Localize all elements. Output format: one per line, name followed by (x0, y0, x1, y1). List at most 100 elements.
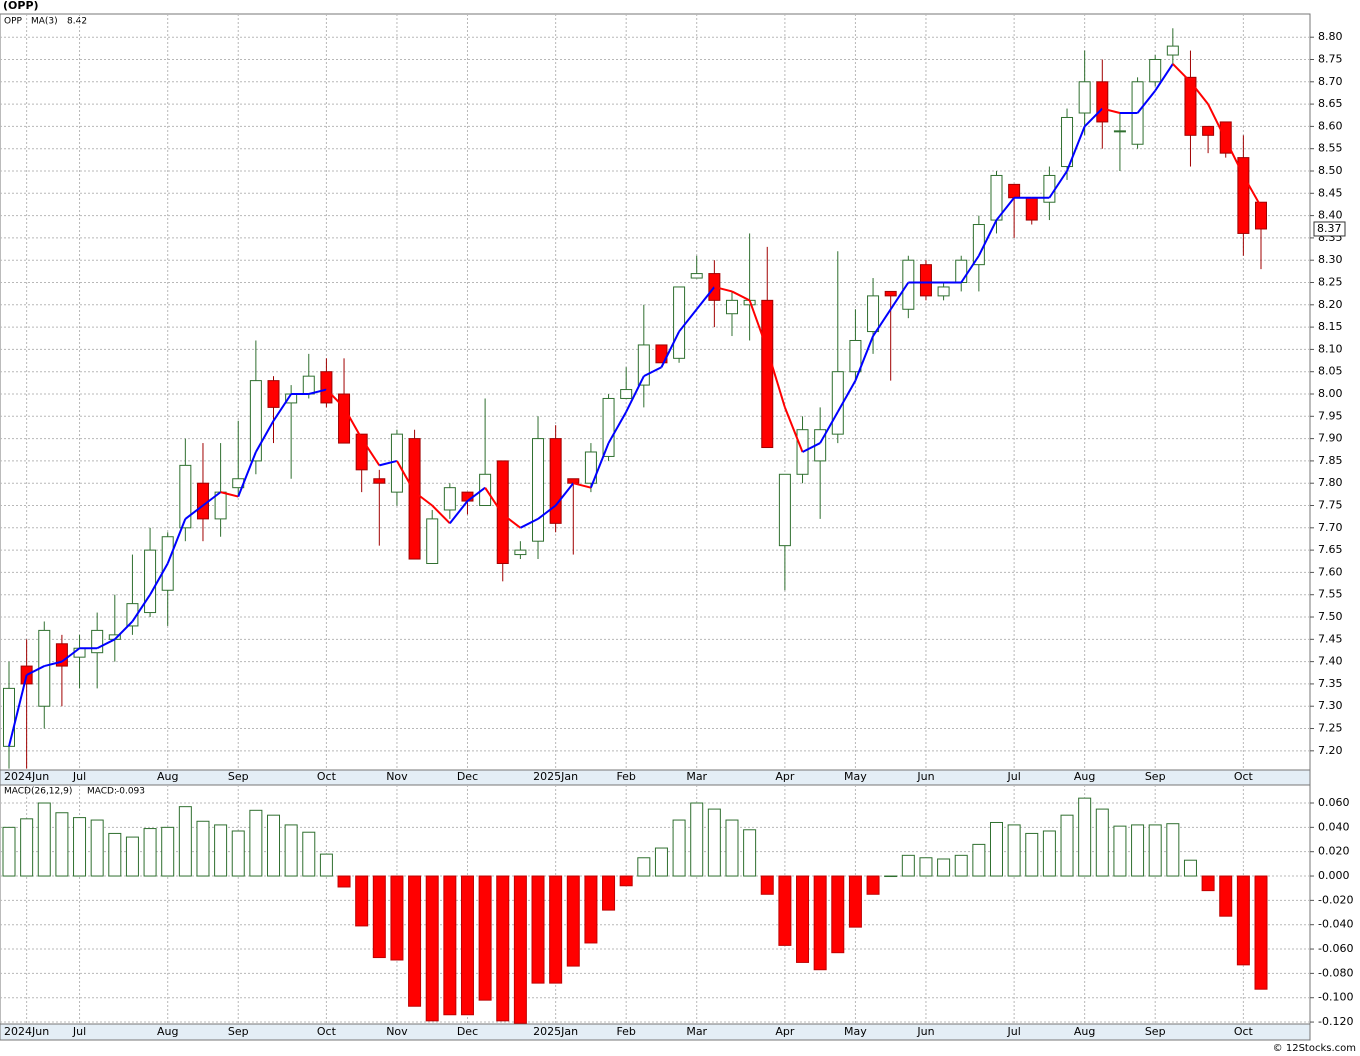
footer: © 12Stocks.com (1273, 1043, 1356, 1054)
ma-segment (1066, 126, 1086, 172)
candle-body (673, 286, 686, 359)
x-tick-label: Nov (386, 1025, 408, 1038)
y-tick-label: 7.50 (1318, 610, 1343, 623)
x-tick-label: 2024Jun (4, 770, 49, 783)
macd-bar (1183, 859, 1197, 877)
y-tick-label: 8.50 (1318, 164, 1343, 177)
ma-segment (379, 459, 398, 467)
candle-body (496, 460, 509, 564)
ma-segment (573, 482, 592, 489)
ma-segment (854, 335, 874, 381)
x-tick-label: Mar (686, 1025, 707, 1038)
macd-bar (654, 847, 668, 877)
macd-bar (672, 819, 686, 877)
ma-segment (836, 380, 857, 413)
macd-bar (972, 843, 986, 877)
candle-body (1255, 201, 1267, 230)
last-price-box (1313, 221, 1346, 237)
y-tick-label: 8.40 (1318, 209, 1343, 222)
macd-bar (866, 875, 880, 895)
y-tick-label: 7.20 (1318, 744, 1343, 757)
macd-bar (513, 875, 527, 1024)
candle-body (637, 344, 650, 386)
ma-segment (643, 366, 662, 378)
macd-bar (760, 875, 774, 895)
macd-bar (1060, 814, 1074, 877)
macd-bar (919, 857, 933, 877)
x-tick-label: Mar (686, 770, 707, 783)
candle-body (320, 371, 333, 404)
candle-body (620, 389, 633, 399)
ma-segment (1189, 81, 1209, 105)
candle-body (1025, 197, 1038, 221)
ma-segment (131, 594, 151, 623)
y-tick-label: 7.30 (1318, 699, 1343, 712)
candle-body (302, 375, 315, 395)
ma-segment (184, 504, 204, 520)
macd-bar (531, 875, 545, 984)
x-tick-label: Sep (228, 770, 249, 783)
x-tick-label: Aug (157, 770, 178, 783)
macd-bar (108, 832, 122, 877)
y-tick-label: 7.60 (1318, 565, 1343, 578)
y-tick-label: 7.25 (1318, 722, 1343, 735)
candle-body (144, 549, 157, 614)
ma-segment (202, 491, 222, 507)
ma-segment (114, 620, 134, 641)
x-tick-label: Oct (317, 770, 337, 783)
y-tick-label: 0.020 (1318, 845, 1350, 858)
macd-bar (231, 830, 245, 877)
y-tick-label: 8.10 (1318, 342, 1343, 355)
candle-body (179, 464, 192, 529)
candle-body (690, 273, 703, 279)
candle-body (73, 647, 86, 658)
ma-segment (220, 491, 239, 498)
ma-segment (889, 281, 910, 310)
y-tick-label: 8.65 (1318, 97, 1343, 110)
macd-bar (55, 812, 69, 877)
ma-segment (819, 411, 839, 444)
x-tick-label: Apr (775, 770, 795, 783)
macd-bar (549, 875, 563, 984)
candle-body (355, 433, 368, 471)
ma-segment (783, 407, 804, 453)
y-tick-label: 8.70 (1318, 75, 1343, 88)
candle-body (91, 629, 104, 654)
candle-body (55, 643, 68, 667)
x-tick-label: Oct (317, 1025, 337, 1038)
candle-body (267, 380, 280, 408)
y-tick-label: 8.05 (1318, 365, 1343, 378)
ma-segment (1154, 63, 1174, 92)
macd-bar (2, 826, 16, 877)
x-tick-label: May (844, 770, 867, 783)
candle-body (972, 224, 985, 266)
x-tick-label: May (844, 1025, 867, 1038)
candle-body (532, 438, 545, 542)
macd-bar (1007, 824, 1021, 877)
ma-segment (607, 411, 628, 444)
candle-body (1184, 76, 1197, 136)
macd-bar (690, 802, 704, 877)
candle-body (461, 491, 474, 502)
macd-bar (743, 829, 757, 877)
ma-segment (960, 255, 980, 284)
y-tick-label: 0.000 (1318, 869, 1350, 882)
macd-bar (1166, 823, 1180, 877)
candle-body (338, 393, 351, 444)
x-tick-label: Feb (616, 1025, 635, 1038)
macd-bar (460, 875, 474, 1016)
y-tick-label: 8.45 (1318, 186, 1343, 199)
candle-body (761, 299, 774, 449)
y-tick-label: -0.120 (1318, 1015, 1353, 1028)
ma-segment (343, 406, 363, 440)
y-tick-label: 7.45 (1318, 632, 1343, 645)
candle-body (867, 295, 880, 333)
candle-body (990, 174, 1003, 221)
x-tick-label: Aug (1074, 770, 1095, 783)
ma-segment (589, 442, 610, 489)
ma-segment (44, 660, 63, 668)
y-tick-label: 8.75 (1318, 52, 1343, 65)
candle-body (390, 433, 403, 493)
x-tick-label: Jul (72, 1025, 86, 1038)
candle-body (567, 478, 580, 484)
